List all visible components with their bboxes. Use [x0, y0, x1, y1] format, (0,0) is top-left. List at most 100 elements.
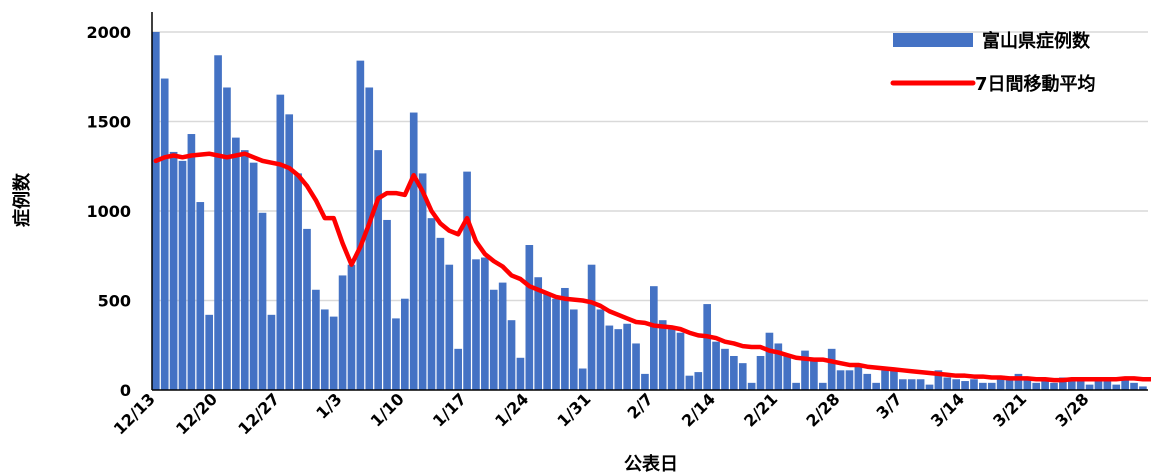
bar — [454, 348, 463, 390]
x-tick-label: 1/31 — [553, 389, 594, 430]
x-tick-label: 1/10 — [367, 389, 408, 430]
bar — [952, 379, 961, 390]
bar — [160, 78, 169, 390]
bar — [596, 309, 605, 390]
legend-line-label: 7日間移動平均 — [975, 73, 1096, 95]
x-tick-label: 3/28 — [1051, 389, 1092, 430]
bar — [258, 212, 267, 390]
y-tick-label: 1500 — [86, 113, 131, 132]
bar — [836, 370, 845, 390]
bar — [907, 379, 916, 390]
bar — [578, 368, 587, 390]
bar — [765, 332, 774, 390]
bar — [312, 289, 320, 390]
bar — [854, 366, 863, 390]
bar — [1059, 377, 1067, 390]
bar — [614, 329, 623, 390]
bar — [196, 202, 205, 390]
bar — [703, 304, 712, 390]
x-tick-label: 3/21 — [989, 389, 1030, 430]
bar — [1032, 382, 1041, 390]
y-tick-label: 1000 — [86, 202, 131, 221]
bar — [1112, 384, 1121, 390]
bar — [365, 87, 374, 391]
bar — [338, 275, 347, 390]
bar-series — [152, 32, 1147, 391]
bar — [276, 94, 285, 391]
x-axis-title: 公表日 — [624, 453, 678, 475]
y-tick-label: 0 — [120, 381, 131, 400]
bar — [845, 370, 854, 390]
x-tick-label: 1/3 — [312, 389, 345, 422]
bar — [152, 32, 160, 390]
x-tick-label: 2/14 — [678, 389, 719, 430]
bar — [481, 257, 489, 390]
bar — [774, 343, 783, 390]
bar — [792, 382, 800, 390]
bar — [374, 150, 382, 390]
bar — [587, 264, 596, 390]
bar — [418, 173, 427, 390]
bar — [810, 359, 818, 390]
bar — [543, 293, 551, 390]
bar — [356, 60, 365, 390]
bar — [934, 370, 943, 390]
bar — [472, 259, 480, 390]
bar — [685, 375, 694, 390]
bar — [232, 137, 240, 390]
x-tick-label: 2/28 — [802, 389, 843, 430]
bar — [383, 219, 391, 390]
bar — [712, 341, 720, 390]
x-tick-label: 3/14 — [927, 389, 968, 430]
bar — [916, 379, 925, 390]
x-tick-label: 3/7 — [873, 389, 906, 422]
bar — [552, 298, 560, 390]
bar — [970, 379, 978, 390]
y-axis-title: 症例数 — [11, 172, 33, 227]
bar — [347, 264, 356, 390]
bar — [632, 343, 640, 390]
bar — [214, 55, 222, 391]
bar — [801, 350, 809, 390]
bar — [996, 375, 1005, 390]
bar — [187, 134, 196, 390]
bar — [401, 298, 409, 390]
bar — [1067, 379, 1076, 390]
bar — [498, 282, 507, 390]
y-tick-labels: 0 500 1000 1500 2000 — [86, 23, 131, 400]
bar — [747, 382, 756, 390]
bar — [1005, 379, 1014, 390]
x-tick-label: 2/7 — [624, 389, 657, 422]
bar — [1121, 379, 1129, 390]
bar — [409, 112, 418, 391]
bar — [863, 373, 872, 390]
legend-bar-swatch — [893, 33, 973, 47]
bar — [881, 370, 889, 390]
bar — [427, 218, 436, 390]
bar — [329, 316, 338, 390]
bar — [658, 320, 667, 390]
bar — [694, 372, 703, 390]
y-tick-label: 500 — [98, 292, 131, 311]
bar — [1041, 379, 1049, 390]
bar — [169, 151, 178, 390]
bar — [1103, 379, 1112, 390]
legend-bar-label: 富山県症例数 — [982, 30, 1091, 52]
bar — [178, 160, 187, 390]
bar — [738, 363, 747, 390]
bar — [827, 348, 836, 390]
bar — [1014, 373, 1023, 390]
bar — [1139, 386, 1147, 390]
x-tick-label: 12/13 — [110, 389, 159, 438]
bar — [1085, 384, 1094, 390]
line-series — [153, 151, 1151, 383]
bar — [436, 237, 445, 390]
bar — [756, 355, 765, 390]
bar — [899, 379, 907, 390]
bar — [641, 373, 649, 390]
bar — [463, 171, 471, 390]
x-tick-labels: 12/13 12/20 12/27 1/3 1/10 1/17 1/24 1/31 2/7 2/1… — [110, 389, 1093, 438]
bar — [605, 325, 614, 390]
bar — [1130, 382, 1138, 390]
bar — [872, 382, 880, 390]
